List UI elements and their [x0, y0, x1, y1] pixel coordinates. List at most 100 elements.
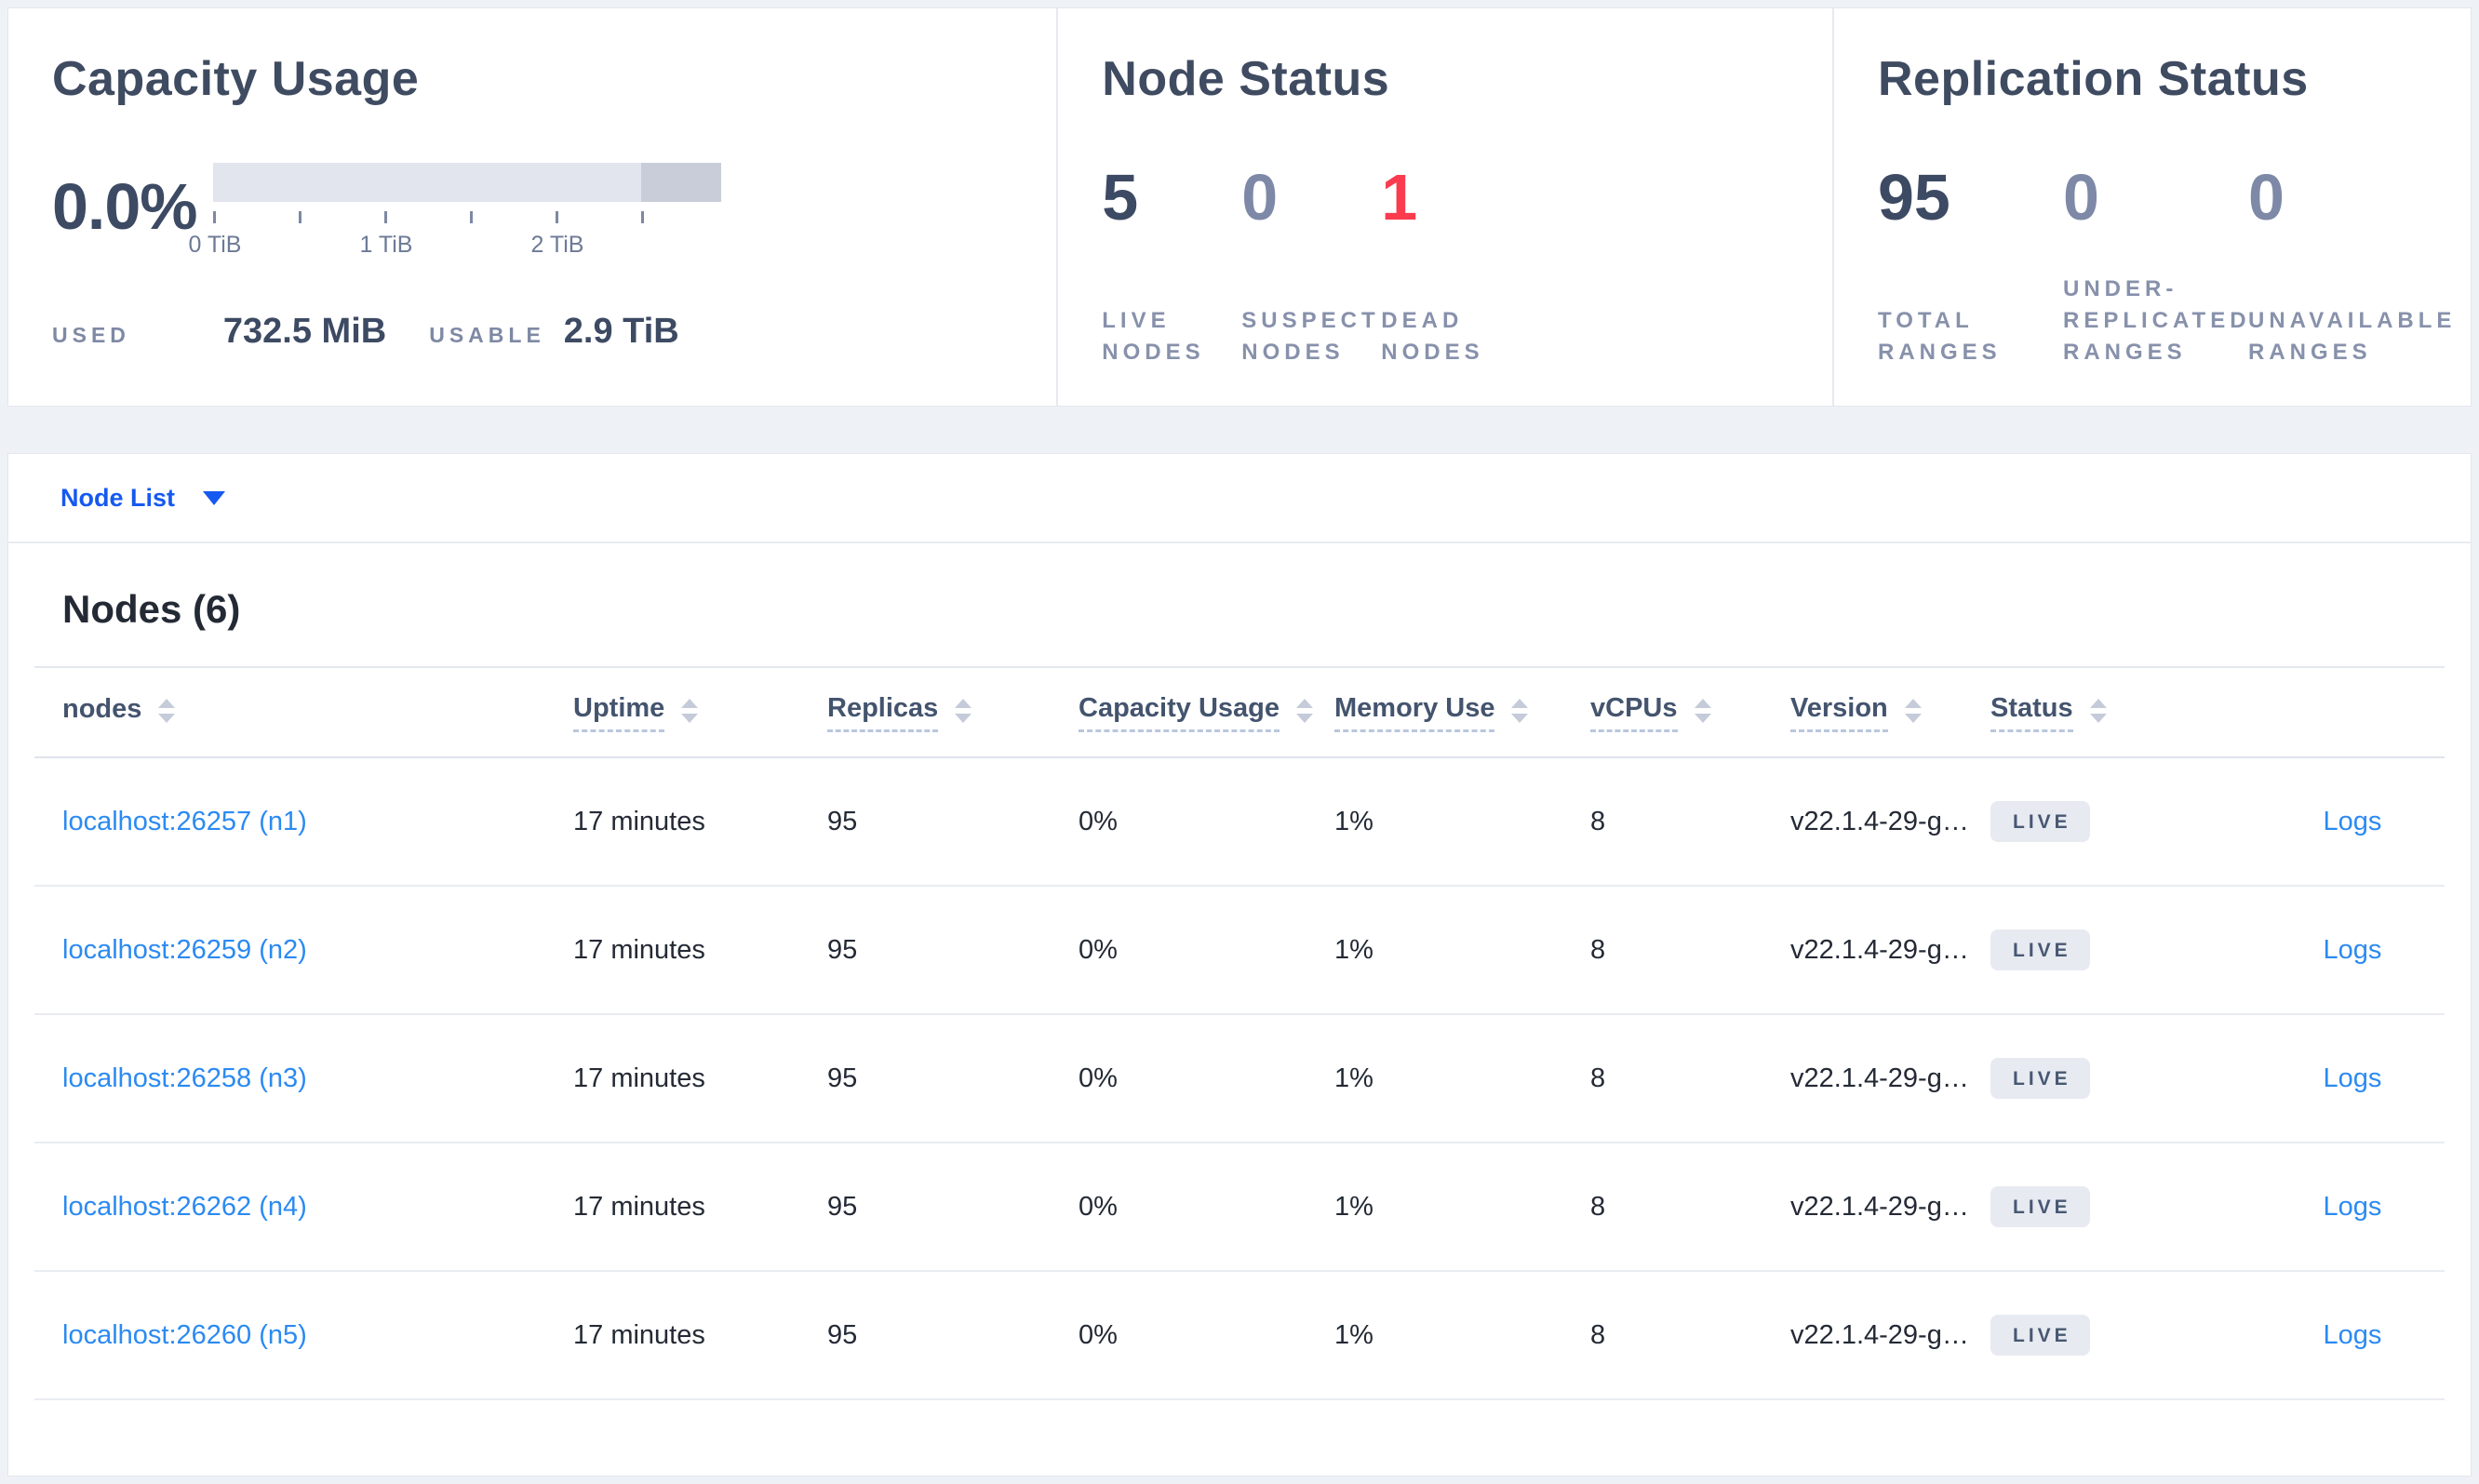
tick-mark [299, 211, 302, 223]
logs-link[interactable]: Logs [2323, 806, 2382, 836]
capacity-summary: USED 732.5 MiB USABLE 2.9 TiB [52, 312, 1019, 352]
capacity-gauge: 0.0% 0 TiB 1 TiB [52, 163, 1019, 260]
replicas-cell: 95 [827, 934, 858, 965]
tick-mark [470, 211, 473, 223]
node-list-panel: Node List Nodes (6) nodes Uptime Replica… [7, 453, 2472, 1477]
capacity-usage-cell: 0% [1079, 934, 1118, 965]
replication-status-stats: 95 TOTAL RANGES 0 UNDER- REPLICATED RANG… [1878, 161, 2457, 368]
memory-use-cell: 1% [1334, 1319, 1374, 1350]
version-cell: v22.1.4-29-g… [1790, 1063, 1969, 1093]
version-cell: v22.1.4-29-g… [1790, 806, 1969, 836]
sort-icon [1296, 698, 1313, 723]
unavailable-ranges-label: UNAVAILABLE RANGES [2248, 308, 2457, 365]
under-replicated-ranges-label: UNDER- REPLICATED RANGES [2063, 276, 2251, 365]
vcpus-cell: 8 [1590, 1319, 1606, 1350]
capacity-usage-cell: 0% [1079, 1319, 1118, 1350]
memory-use-cell: 1% [1334, 806, 1374, 836]
sort-icon [158, 698, 176, 723]
replication-status-section: Replication Status 95 TOTAL RANGES 0 UND… [1832, 8, 2471, 406]
capacity-bar: 0 TiB 1 TiB 2 TiB [189, 163, 721, 260]
used-value: 732.5 MiB [222, 312, 387, 351]
live-nodes-stat: 5 LIVE NODES [1102, 165, 1241, 368]
capacity-bar-track [213, 163, 721, 202]
status-badge: LIVE [1990, 1058, 2090, 1100]
replicas-cell: 95 [827, 1319, 858, 1350]
replicas-cell: 95 [827, 1063, 858, 1093]
table-row: localhost:26259 (n2) 17 minutes 95 0% 1%… [34, 887, 2445, 1016]
column-label-replicas: Replicas [827, 693, 939, 732]
capacity-percent: 0.0% [52, 170, 198, 243]
uptime-cell: 17 minutes [573, 1063, 705, 1093]
table-row: localhost:26257 (n1) 17 minutes 95 0% 1%… [34, 758, 2445, 888]
column-header-nodes[interactable]: nodes [62, 694, 573, 730]
capacity-bar-segment [641, 163, 721, 202]
logs-link[interactable]: Logs [2323, 934, 2382, 965]
replication-status-title: Replication Status [1878, 52, 2309, 106]
logs-link[interactable]: Logs [2323, 1191, 2382, 1222]
logs-link[interactable]: Logs [2323, 1063, 2382, 1093]
column-label-uptime: Uptime [573, 693, 665, 732]
node-link[interactable]: localhost:26258 (n3) [62, 1063, 307, 1093]
vcpus-cell: 8 [1590, 934, 1606, 965]
column-header-version[interactable]: Version [1790, 693, 1990, 732]
version-cell: v22.1.4-29-g… [1790, 1191, 1969, 1222]
node-link[interactable]: localhost:26257 (n1) [62, 806, 307, 836]
capacity-usage-title: Capacity Usage [52, 52, 420, 106]
suspect-nodes-value: 0 [1241, 161, 1279, 234]
sort-icon [1904, 698, 1922, 723]
capacity-axis-labels: 0 TiB 1 TiB 2 TiB [189, 232, 721, 260]
version-cell: v22.1.4-29-g… [1790, 1319, 1969, 1350]
node-link[interactable]: localhost:26262 (n4) [62, 1191, 307, 1222]
tick-label-2tib: 2 TiB [530, 232, 584, 258]
column-header-capacity-usage[interactable]: Capacity Usage [1079, 693, 1334, 732]
sort-icon [2089, 698, 2107, 723]
view-selector-bar: Node List [8, 454, 2471, 543]
column-header-replicas[interactable]: Replicas [827, 693, 1079, 732]
logs-link[interactable]: Logs [2323, 1319, 2382, 1350]
live-nodes-value: 5 [1102, 161, 1139, 234]
uptime-cell: 17 minutes [573, 934, 705, 965]
dead-nodes-value: 1 [1381, 161, 1418, 234]
version-cell: v22.1.4-29-g… [1790, 934, 1969, 965]
capacity-usage-cell: 0% [1079, 1191, 1118, 1222]
table-row: localhost:26258 (n3) 17 minutes 95 0% 1%… [34, 1015, 2445, 1144]
vcpus-cell: 8 [1590, 1063, 1606, 1093]
node-list-dropdown-label: Node List [60, 483, 176, 512]
column-header-status[interactable]: Status [1990, 693, 2260, 732]
table-row: localhost:26260 (n5) 17 minutes 95 0% 1%… [34, 1272, 2445, 1401]
sort-icon [1511, 698, 1529, 723]
suspect-nodes-label: SUSPECT NODES [1241, 308, 1380, 365]
node-list-dropdown[interactable]: Node List [60, 483, 226, 513]
status-badge: LIVE [1990, 1315, 2090, 1357]
column-header-memory-use[interactable]: Memory Use [1334, 693, 1590, 732]
sort-icon [1694, 698, 1711, 723]
unavailable-ranges-stat: 0 UNAVAILABLE RANGES [2248, 161, 2457, 368]
column-header-uptime[interactable]: Uptime [573, 693, 827, 732]
nodes-table-container: Nodes (6) nodes Uptime Replicas Capacity… [8, 586, 2471, 1401]
column-header-vcpus[interactable]: vCPUs [1590, 693, 1790, 732]
replicas-cell: 95 [827, 1191, 858, 1222]
total-ranges-value: 95 [1878, 161, 1950, 234]
usable-label: USABLE [429, 323, 545, 347]
memory-use-cell: 1% [1334, 934, 1374, 965]
node-link[interactable]: localhost:26260 (n5) [62, 1319, 307, 1350]
capacity-usage-cell: 0% [1079, 806, 1118, 836]
memory-use-cell: 1% [1334, 1063, 1374, 1093]
table-row: localhost:26262 (n4) 17 minutes 95 0% 1%… [34, 1143, 2445, 1273]
column-label-version: Version [1790, 693, 1888, 732]
uptime-cell: 17 minutes [573, 1319, 705, 1350]
memory-use-cell: 1% [1334, 1191, 1374, 1222]
chevron-down-icon [203, 490, 226, 505]
total-ranges-stat: 95 TOTAL RANGES [1878, 165, 2063, 368]
cluster-summary-panel: Capacity Usage 0.0% [7, 7, 2472, 407]
node-status-section: Node Status 5 LIVE NODES 0 SUSPECT NODES… [1056, 8, 1832, 406]
dead-nodes-label: DEAD NODES [1381, 308, 1484, 365]
node-link[interactable]: localhost:26259 (n2) [62, 934, 307, 965]
column-label-vcpus: vCPUs [1590, 693, 1678, 732]
unavailable-ranges-value: 0 [2248, 161, 2285, 234]
status-badge: LIVE [1990, 929, 2090, 971]
node-status-stats: 5 LIVE NODES 0 SUSPECT NODES 1 DEAD NODE… [1102, 165, 1795, 368]
node-status-title: Node Status [1102, 52, 1390, 106]
under-replicated-ranges-stat: 0 UNDER- REPLICATED RANGES [2063, 165, 2248, 368]
